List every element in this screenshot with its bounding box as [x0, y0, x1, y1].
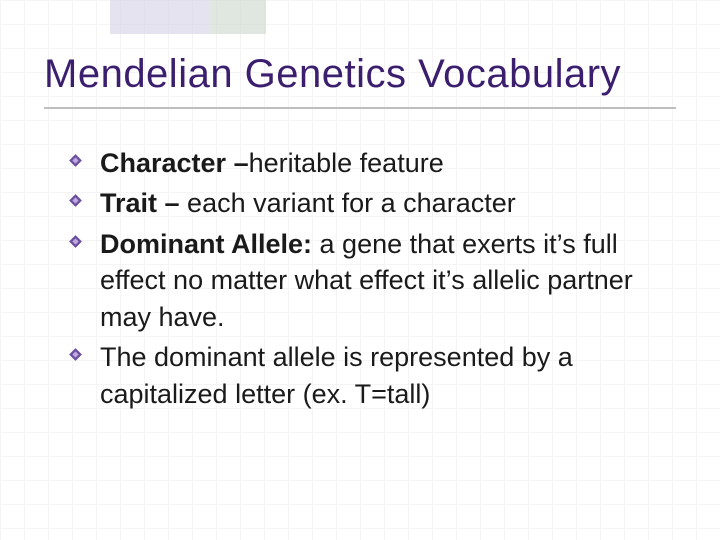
diamond-bullet-icon	[68, 193, 83, 208]
list-item: Character –heritable feature	[100, 145, 646, 181]
term-definition: The dominant allele is represented by a …	[100, 342, 573, 408]
title-underline	[44, 107, 676, 109]
list-item: The dominant allele is represented by a …	[100, 339, 646, 412]
diamond-bullet-icon	[68, 234, 83, 249]
diamond-bullet-icon	[68, 347, 83, 362]
term-bold: Trait –	[100, 188, 187, 218]
diamond-bullet-icon	[68, 153, 83, 168]
term-definition: heritable feature	[249, 148, 444, 178]
slide-content: Mendelian Genetics Vocabulary Character …	[0, 0, 720, 412]
list-item: Dominant Allele: a gene that exerts it’s…	[100, 226, 646, 335]
slide-title: Mendelian Genetics Vocabulary	[44, 52, 676, 97]
term-definition: each variant for a character	[187, 188, 516, 218]
bullet-list: Character –heritable feature Trait – eac…	[44, 145, 676, 412]
term-bold: Dominant Allele:	[100, 229, 320, 259]
list-item: Trait – each variant for a character	[100, 185, 646, 221]
term-bold: Character –	[100, 148, 249, 178]
